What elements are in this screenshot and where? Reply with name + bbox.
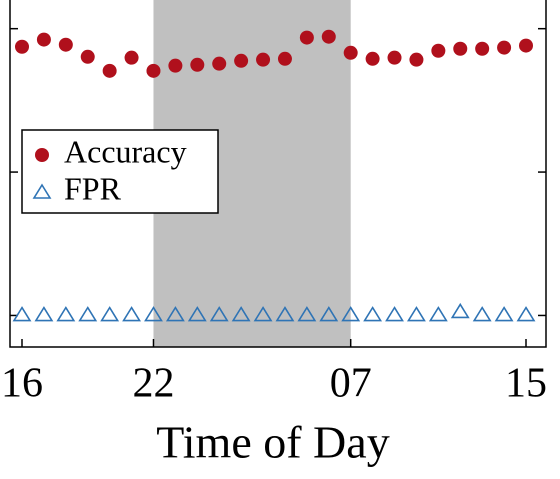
data-point [102, 63, 117, 78]
data-point [387, 50, 402, 65]
data-point [190, 57, 205, 72]
data-point [297, 306, 317, 322]
x-axis-label: Time of Day [156, 417, 389, 468]
data-point [100, 306, 120, 322]
data-point [209, 306, 229, 322]
x-tick-label: 16 [1, 361, 43, 407]
data-point [494, 306, 514, 322]
data-point [365, 51, 380, 66]
data-point [187, 306, 207, 322]
data-point [124, 50, 139, 65]
data-point [516, 306, 536, 322]
data-point [122, 306, 141, 322]
data-point [275, 306, 295, 322]
legend-label: Accuracy [64, 133, 187, 169]
data-point [144, 306, 163, 322]
data-point [343, 45, 358, 60]
x-tick-label: 22 [132, 361, 174, 407]
x-tick-label: 07 [330, 361, 372, 407]
x-tick-label: 15 [505, 361, 547, 407]
data-point [212, 56, 227, 71]
data-point [15, 39, 29, 54]
data-point [168, 58, 183, 73]
data-point [146, 63, 161, 78]
data-point [231, 306, 251, 322]
data-point [80, 49, 95, 64]
data-point [234, 53, 249, 68]
data-point [497, 40, 512, 55]
axes-frame [9, 0, 547, 348]
data-point [34, 306, 54, 322]
legend-marker [32, 183, 52, 199]
data-point [256, 52, 271, 67]
data-point [319, 306, 339, 322]
data-point [36, 32, 51, 47]
data-point [12, 306, 32, 322]
data-point [453, 41, 468, 56]
legend-label: FPR [64, 170, 122, 206]
data-point [363, 306, 383, 322]
data-point [407, 306, 426, 322]
data-point [321, 29, 336, 44]
data-point [519, 38, 533, 53]
data-point [253, 306, 273, 322]
data-point [409, 52, 424, 67]
data-point [56, 306, 76, 322]
data-point [78, 306, 98, 322]
data-point [450, 302, 470, 319]
data-point [475, 41, 490, 56]
legend-marker [35, 148, 49, 162]
data-point [299, 30, 314, 45]
data-point [277, 51, 292, 66]
data-point [58, 37, 73, 52]
data-point [431, 43, 446, 58]
data-point [472, 306, 492, 322]
data-point [385, 306, 404, 322]
data-point [165, 306, 185, 322]
data-point [341, 306, 361, 322]
legend-box [21, 129, 219, 214]
data-point [428, 306, 448, 322]
